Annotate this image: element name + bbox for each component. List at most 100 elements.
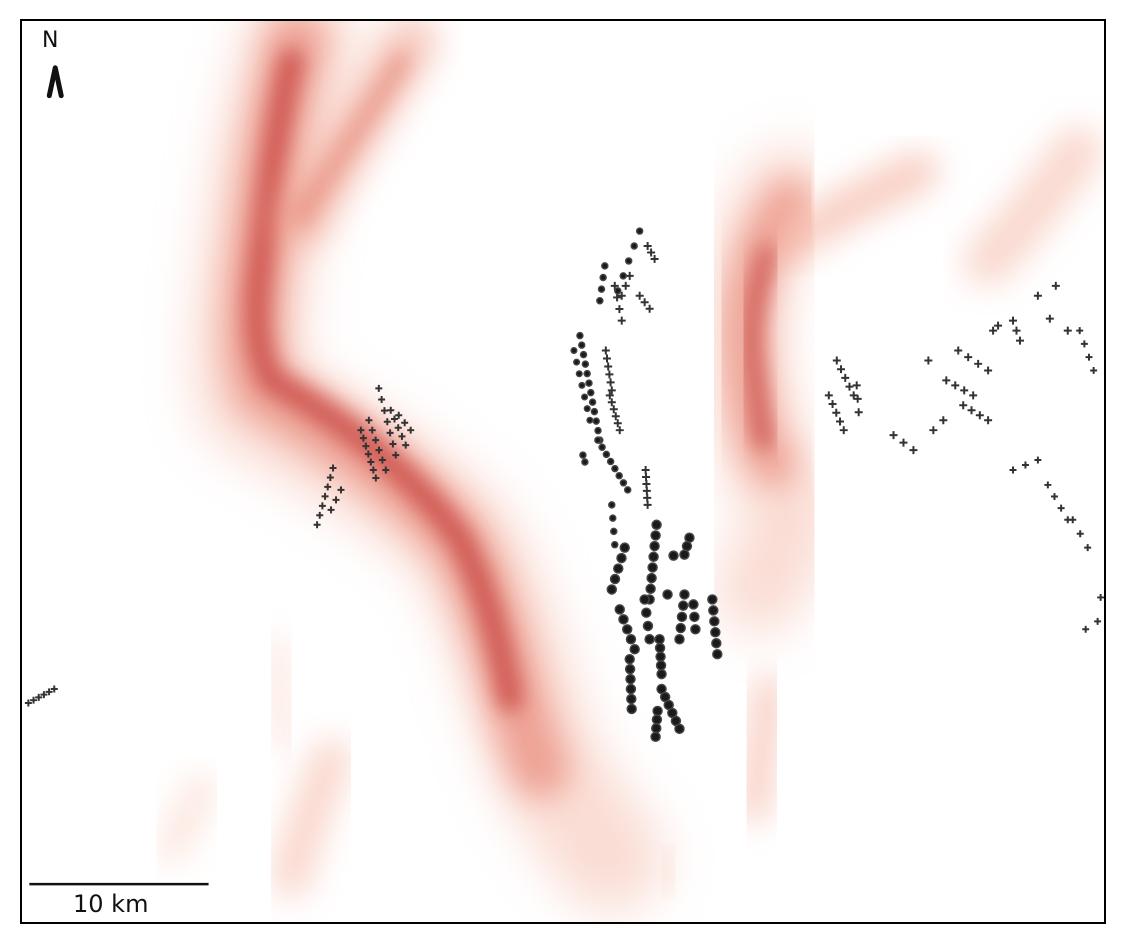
plus-marker	[606, 378, 615, 387]
dot-marker	[613, 563, 624, 574]
plus-marker	[1045, 314, 1054, 323]
plus-marker	[375, 446, 383, 454]
plus-marker	[392, 451, 400, 459]
plus-marker	[375, 384, 383, 392]
plus-marker	[359, 434, 367, 442]
dot-marker	[675, 622, 686, 634]
plus-marker	[1076, 530, 1084, 538]
map-canvas	[24, 21, 1104, 914]
plus-marker	[994, 321, 1003, 330]
plus-marker	[607, 398, 616, 407]
dot-marker	[674, 634, 685, 645]
dot-marker	[652, 705, 663, 717]
dot-marker	[646, 572, 657, 584]
plus-marker	[924, 356, 933, 365]
plus-marker	[387, 406, 395, 414]
dot-marker	[689, 611, 700, 623]
plus-marker	[364, 450, 372, 458]
plus-marker	[402, 441, 410, 449]
plus-marker	[969, 391, 978, 400]
plus-marker	[605, 370, 614, 379]
dot-marker	[625, 683, 637, 695]
dot-marker	[679, 589, 690, 600]
dot-marker	[709, 616, 720, 627]
plus-marker	[975, 411, 984, 420]
dot-marker	[576, 331, 584, 340]
dot-marker	[621, 624, 633, 635]
plus-marker	[318, 502, 326, 510]
plus-marker	[832, 356, 841, 365]
dot-marker	[575, 370, 583, 378]
plus-marker	[960, 386, 969, 395]
plus-marker	[613, 293, 622, 302]
dot-marker	[654, 634, 665, 645]
plus-marker	[601, 346, 610, 355]
plus-marker-layer	[24, 242, 1104, 707]
plus-marker	[889, 431, 898, 440]
plus-marker	[367, 458, 375, 466]
plus-marker	[942, 376, 951, 385]
plus-marker	[852, 381, 861, 390]
plus-marker	[30, 696, 38, 704]
dot-marker	[611, 464, 619, 473]
dot-marker	[651, 519, 662, 530]
dot-marker	[668, 550, 679, 561]
plus-marker	[909, 446, 918, 455]
plus-marker	[604, 362, 613, 371]
plus-marker	[615, 305, 624, 314]
plus-marker	[326, 473, 334, 481]
heat-patch-ne	[963, 126, 1103, 286]
plus-marker	[605, 391, 614, 400]
plus-marker	[1051, 281, 1060, 290]
dot-marker	[624, 653, 635, 665]
plus-marker	[372, 436, 380, 444]
plus-marker	[1009, 316, 1017, 325]
plus-marker	[50, 685, 58, 693]
dot-marker	[676, 611, 688, 623]
plus-marker	[321, 492, 329, 500]
plus-marker	[378, 396, 386, 403]
plus-marker	[603, 354, 611, 363]
dot-marker	[639, 594, 650, 605]
dot-marker	[615, 471, 623, 480]
plus-marker	[635, 291, 644, 300]
dot-marker	[579, 451, 587, 459]
dot-marker	[656, 668, 667, 680]
dot-marker	[624, 257, 633, 265]
dot-marker	[601, 262, 609, 270]
dot-marker	[679, 549, 690, 560]
plus-marker	[324, 483, 332, 491]
dot-marker	[592, 417, 600, 425]
plus-marker	[45, 688, 53, 696]
dot-marker	[610, 527, 618, 536]
plus-marker	[1021, 461, 1029, 469]
heat-density-layer	[156, 21, 1103, 914]
plus-marker	[647, 248, 656, 257]
plus-marker	[1015, 336, 1024, 345]
dot-marker	[614, 287, 622, 295]
plus-marker	[641, 466, 650, 474]
dot-marker	[586, 416, 594, 424]
dot-marker	[648, 551, 659, 562]
plus-marker	[954, 346, 963, 355]
dot-marker	[708, 605, 719, 616]
dot-marker	[588, 398, 597, 406]
heat-patch-sw-1	[271, 738, 351, 899]
plus-marker	[1044, 481, 1052, 489]
plus-marker	[621, 281, 630, 290]
dot-marker	[684, 532, 695, 543]
plus-marker	[1033, 291, 1042, 300]
plus-marker	[845, 382, 854, 391]
plus-marker	[383, 418, 391, 426]
plus-marker	[1080, 340, 1088, 348]
plus-marker	[617, 291, 626, 300]
plus-marker	[984, 366, 993, 375]
dot-marker	[710, 627, 721, 638]
dot-marker	[624, 663, 636, 675]
plus-marker	[1076, 327, 1084, 335]
heat-band-west-core	[243, 48, 524, 712]
plus-marker	[899, 438, 908, 447]
dot-marker	[712, 648, 723, 660]
dot-marker	[609, 573, 621, 585]
plus-marker	[391, 415, 398, 423]
